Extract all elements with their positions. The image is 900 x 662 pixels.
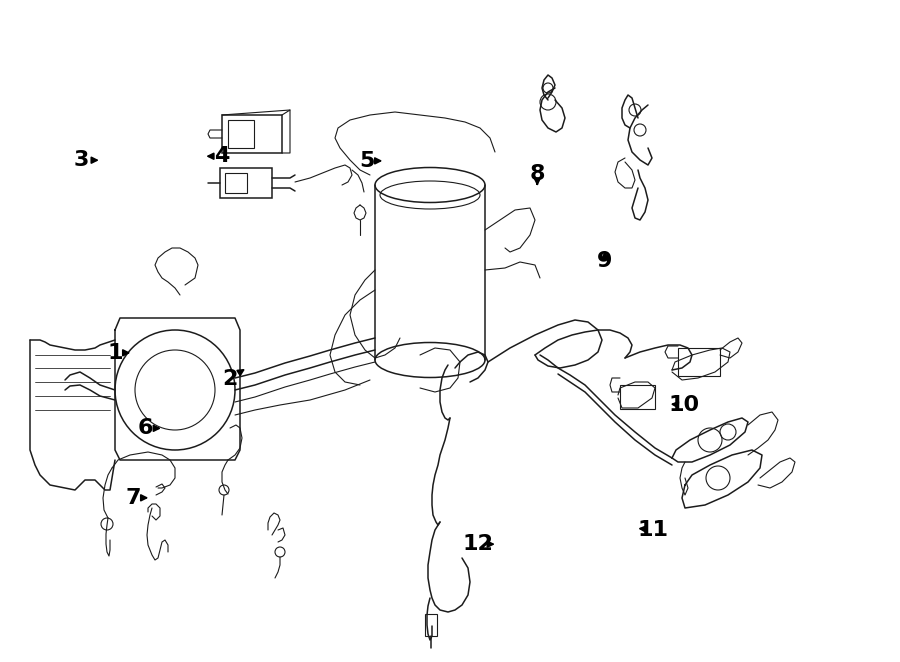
Text: 3: 3	[73, 150, 89, 170]
Text: 6: 6	[138, 418, 154, 438]
Bar	[620, 385, 655, 409]
Text: 8: 8	[529, 164, 545, 184]
Text: 7: 7	[125, 488, 141, 508]
Text: 1: 1	[107, 343, 123, 363]
Text: 10: 10	[669, 395, 699, 415]
Bar	[678, 348, 720, 376]
Text: 9: 9	[597, 252, 613, 271]
Bar	[228, 120, 254, 148]
Bar	[220, 168, 272, 198]
Bar	[225, 173, 247, 193]
Text: 11: 11	[638, 520, 669, 540]
Text: 4: 4	[213, 146, 230, 166]
Bar	[425, 614, 437, 636]
Text: 5: 5	[359, 151, 375, 171]
Text: 2: 2	[221, 369, 238, 389]
Text: 12: 12	[463, 534, 493, 554]
Bar	[222, 115, 282, 153]
